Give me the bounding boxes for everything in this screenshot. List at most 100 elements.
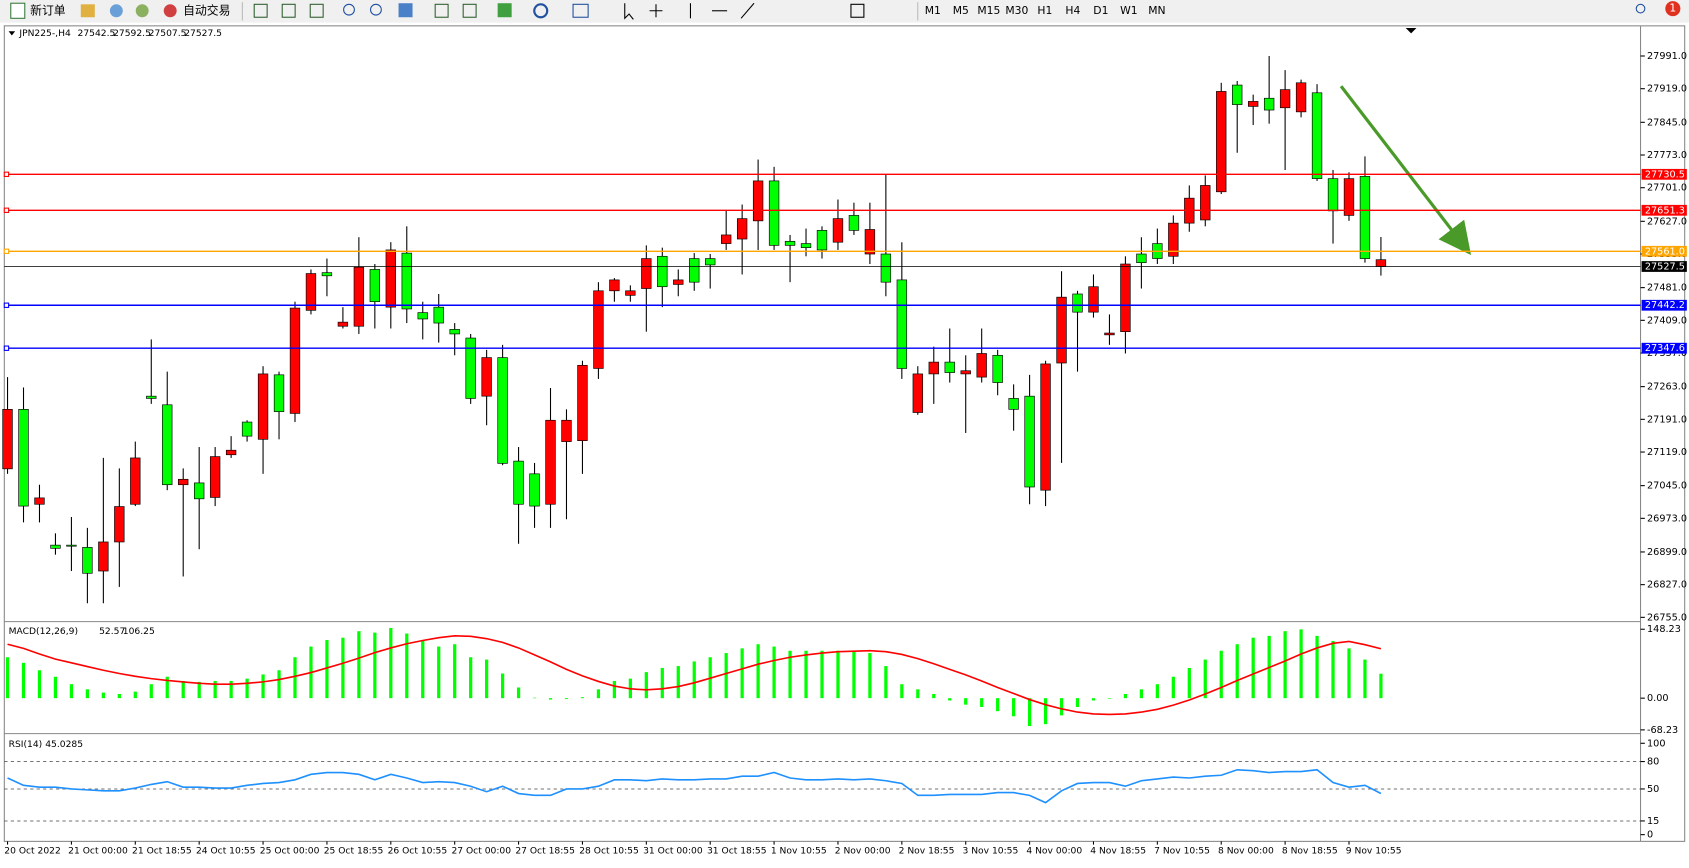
- macd-bar: [596, 689, 601, 699]
- tool-icon[interactable]: [497, 3, 512, 18]
- tool-icon[interactable]: [398, 3, 413, 18]
- timeframe-button[interactable]: D1: [1093, 4, 1108, 17]
- macd-bar: [37, 670, 42, 699]
- trend-arrow: [1339, 85, 1472, 256]
- macd-bar: [405, 633, 409, 699]
- candle-body: [896, 279, 908, 369]
- macd-bar: [676, 666, 680, 699]
- macd-bar: [820, 650, 824, 699]
- macd-bar: [245, 678, 249, 699]
- timeframe-button[interactable]: M1: [925, 4, 941, 17]
- search-icon[interactable]: [1635, 3, 1646, 14]
- macd-bar: [53, 676, 58, 699]
- cursor-tool[interactable]: [624, 3, 634, 20]
- tool-icon[interactable]: [533, 3, 549, 19]
- y-tick-label: 26827.0: [1647, 580, 1687, 591]
- trendline-tool[interactable]: [740, 2, 755, 19]
- candle-body: [1279, 89, 1291, 109]
- y-tick-label: 148.23: [1647, 624, 1681, 635]
- tool-icon[interactable]: [80, 4, 95, 18]
- macd-bar: [277, 670, 281, 699]
- candle-body: [337, 321, 349, 327]
- level-label-bg: [1641, 342, 1687, 354]
- candle-body: [641, 258, 652, 289]
- macd-bar: [948, 698, 952, 701]
- zoom-out[interactable]: [370, 3, 382, 16]
- zoom-in[interactable]: [343, 3, 355, 16]
- macd-bar: [740, 648, 744, 699]
- level-label-bg: [1641, 204, 1687, 216]
- tool-icon[interactable]: [135, 4, 149, 18]
- macd-bar: [644, 672, 648, 699]
- level-handle: [3, 207, 10, 213]
- macd-bar: [1283, 631, 1287, 699]
- tool-icon[interactable]: [253, 3, 268, 18]
- auto-trading-button[interactable]: 自动交易: [183, 3, 230, 17]
- y-tick-label: 15: [1647, 816, 1659, 827]
- candle-body: [1168, 222, 1179, 257]
- timeframe-button[interactable]: M5: [953, 4, 969, 17]
- macd-bar: [772, 646, 776, 699]
- timeframe-button[interactable]: H1: [1037, 4, 1052, 17]
- candle-body: [465, 337, 476, 399]
- tool-icon[interactable]: [462, 3, 477, 18]
- macd-bar: [165, 676, 169, 699]
- candle-body: [1248, 101, 1259, 107]
- timeframe-button[interactable]: W1: [1120, 4, 1137, 17]
- candle-body: [98, 541, 109, 572]
- macd-bar: [1219, 650, 1223, 699]
- notification-badge[interactable]: [1665, 1, 1681, 17]
- candle-body: [1088, 286, 1099, 313]
- new-order-icon[interactable]: [10, 2, 26, 19]
- tool-icon[interactable]: [850, 3, 865, 18]
- candle-body: [82, 547, 93, 574]
- macd-bar: [612, 680, 617, 699]
- level-label: 27651.3: [1645, 205, 1685, 216]
- auto-trading-icon[interactable]: [163, 4, 177, 18]
- candle-body: [992, 354, 1003, 383]
- macd-bar: [229, 680, 233, 699]
- candle-body: [928, 361, 939, 375]
- candle-body: [1200, 185, 1211, 221]
- tool-icon[interactable]: [434, 3, 449, 18]
- new-order-button[interactable]: 新订单: [30, 3, 66, 17]
- macd-bar: [181, 680, 185, 699]
- candle-body: [449, 329, 460, 335]
- level-label-bg: [1641, 299, 1687, 311]
- tool-icon[interactable]: [109, 4, 123, 18]
- macd-bar: [1123, 693, 1128, 699]
- x-tick-label: 8 Nov 00:00: [1218, 847, 1274, 857]
- y-tick-label: 26973.0: [1647, 513, 1687, 524]
- macd-bar: [21, 662, 26, 699]
- crosshair-tool[interactable]: [649, 4, 663, 18]
- macd-bar: [101, 692, 105, 699]
- candle-body: [1008, 398, 1019, 410]
- timeframe-button[interactable]: M15: [977, 4, 1000, 17]
- candle-body: [784, 240, 796, 246]
- tool-icon[interactable]: [572, 3, 589, 18]
- macd-bar: [117, 693, 121, 699]
- y-tick-label: 27119.0: [1647, 447, 1687, 458]
- macd-bar: [1091, 698, 1096, 701]
- macd-bar: [724, 653, 728, 699]
- level-label: 27561.0: [1645, 246, 1685, 257]
- candle-body: [1056, 296, 1067, 364]
- candle-body: [768, 180, 780, 246]
- candle-body: [1327, 178, 1339, 212]
- timeframe-button[interactable]: M30: [1005, 4, 1028, 17]
- macd-bar: [1171, 676, 1175, 699]
- timeframe-button[interactable]: MN: [1148, 4, 1165, 17]
- x-tick-label: 9 Nov 10:55: [1346, 847, 1402, 857]
- tool-icon[interactable]: [309, 3, 324, 18]
- timeframe-button[interactable]: H4: [1065, 4, 1080, 17]
- macd-bar: [884, 666, 888, 699]
- candle-body: [1232, 84, 1243, 105]
- candle-body: [1295, 82, 1307, 113]
- candle-body: [1040, 363, 1051, 491]
- x-tick-label: 4 Nov 18:55: [1090, 847, 1146, 857]
- candle-body: [50, 544, 61, 549]
- y-tick-label: 27263.0: [1647, 382, 1687, 393]
- tool-icon[interactable]: [281, 3, 296, 18]
- candle-body: [178, 478, 189, 486]
